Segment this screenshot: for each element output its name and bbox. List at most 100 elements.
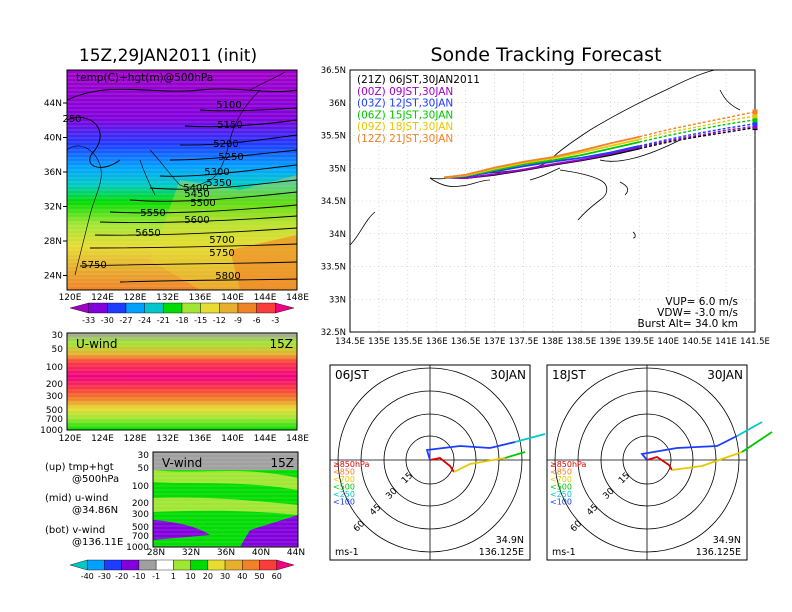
track-legend-entry: (00Z) 09JST,30JAN: [357, 86, 453, 98]
pressure-tick-label: 300: [132, 510, 149, 520]
contour-label: 250: [62, 114, 81, 125]
lon-tick-label: 132E: [156, 434, 179, 444]
track-lines: [444, 109, 758, 179]
lat-tick-label: 44N: [287, 548, 305, 558]
lon-tick-label: 135.5E: [393, 337, 423, 347]
colorbar-label: -15: [194, 316, 207, 325]
lon-tick-label: 134.5E: [335, 337, 365, 347]
colorbar-swatch: [138, 559, 157, 571]
colorbar-label: 60: [272, 572, 282, 581]
hodograph-segment: [646, 456, 673, 471]
note-mid-b: @34.86N: [72, 505, 118, 516]
colorbar-swatch: [121, 559, 140, 571]
polar-units: ms-1: [335, 547, 359, 558]
polar-legend-entry: <850: [333, 468, 355, 477]
colorbar-label: 20: [203, 572, 213, 581]
polar-lat: 34.9N: [496, 535, 524, 546]
lon-tick-label: 140.5E: [682, 337, 712, 347]
polar-time: 06JST: [335, 368, 369, 382]
pressure-tick-label: 200: [132, 499, 149, 509]
lat-tick-label: 40N: [44, 134, 62, 144]
hodograph-segment: [429, 457, 455, 473]
track-lat-ticks: 36.5N 36N 35.5N 35N 34.5N 34N 33.5N 33N 32.5N: [321, 66, 346, 338]
lon-tick-label: 148E: [286, 293, 309, 303]
polar-wind-hodograph: [425, 433, 546, 473]
track-panel: 36.5N 36N 35.5N 35N 34.5N 34N 33.5N 33N 32.5N 13…: [321, 66, 770, 347]
pressure-tick-label: 50: [138, 464, 150, 474]
colorbar-swatch: [69, 302, 89, 314]
contour-label: 5450: [184, 189, 209, 200]
colorbar-swatch: [173, 559, 191, 571]
polar-date: 30JAN: [707, 368, 743, 382]
param-burst: Burst Alt= 34.0 km: [638, 318, 738, 330]
vwind-time: 15Z: [271, 456, 295, 470]
polar-legend-entry: <700: [333, 475, 355, 484]
colorbar-label: 40: [237, 572, 247, 581]
polar-wind-hodograph: [640, 421, 773, 471]
lat-tick-label: 32.5N: [321, 328, 346, 338]
contour-label: 5150: [217, 120, 242, 131]
note-bot-a: (bot) v-wind: [45, 525, 105, 536]
pressure-tick-label: 100: [46, 363, 63, 373]
colorbar-swatch: [242, 559, 260, 571]
colorbar-swatch: [276, 559, 295, 571]
pressure-tick-label: 1000: [126, 543, 149, 553]
polar-legend-entry: <700: [550, 475, 572, 484]
colorbar-label: -18: [175, 316, 188, 325]
lat-tick-label: 36N: [217, 548, 235, 558]
contour-label: 5300: [204, 167, 229, 178]
polar-time: 18JST: [552, 368, 586, 382]
polar-lon: 136.125E: [479, 547, 524, 558]
lon-tick-label: 132E: [156, 293, 179, 303]
colorbar-swatch: [207, 559, 226, 571]
pressure-tick-label: 700: [46, 415, 63, 425]
polar-legend-entry: ≥850hPa: [333, 460, 370, 469]
contour-label: 5250: [218, 152, 243, 163]
colorbar-swatch: [237, 302, 257, 314]
colorbar-label: -30: [101, 316, 114, 325]
pressure-tick-label: 30: [52, 331, 64, 341]
colorbar-label: 10: [186, 572, 196, 581]
wind-colorbar: -40 -30 -20 -10 -1 1 10 20 30 40 50 60: [69, 559, 295, 581]
track-legend-entry: (21Z) 06JST,30JAN2011: [357, 74, 480, 86]
contour-label: 5100: [216, 100, 241, 111]
contour-label: 5350: [206, 178, 231, 189]
lon-tick-label: 124E: [91, 434, 114, 444]
left-title: 15Z,29JAN2011 (init): [79, 46, 257, 66]
track-endpoint: [752, 123, 758, 129]
contour-label: 5650: [135, 228, 160, 239]
lon-tick-label: 148E: [286, 434, 309, 444]
colorbar-label: -33: [82, 316, 95, 325]
colorbar-label: -6: [253, 316, 261, 325]
colorbar-label: -40: [81, 572, 94, 581]
hodograph-segment: [741, 431, 773, 453]
track-legend-entry: (09Z) 18JST,30JAN: [357, 121, 453, 133]
pressure-tick-label: 1000: [40, 426, 63, 436]
lon-tick-label: 137E: [484, 337, 506, 347]
lat-tick-label: 28N: [44, 237, 62, 247]
lon-tick-label: 136E: [426, 337, 448, 347]
colorbar-label: -24: [138, 316, 151, 325]
lon-tick-label: 120E: [59, 434, 82, 444]
lon-tick-label: 138.5E: [567, 337, 597, 347]
lon-tick-label: 135E: [368, 337, 390, 347]
colorbar-label: -12: [213, 316, 226, 325]
pressure-tick-label: 200: [46, 380, 63, 390]
contour-label: 5750: [209, 248, 234, 259]
lat-tick-label: 32N: [44, 203, 62, 213]
colorbar-swatch: [259, 559, 277, 571]
track-endpoint: [752, 113, 758, 119]
polar-lon: 136.125E: [696, 547, 741, 558]
colorbar-swatch: [163, 302, 183, 314]
lat-tick-label: 34.5N: [321, 197, 346, 207]
param-vdw: VDW= -3.0 m/s: [657, 307, 738, 319]
uwind-label: U-wind: [76, 337, 117, 351]
track-lon-ticks: 134.5E 135E 135.5E 136E 136.5E 137E 137.5E 138E…: [335, 337, 770, 347]
coastline: [66, 71, 286, 276]
hodograph-segment: [640, 435, 738, 461]
